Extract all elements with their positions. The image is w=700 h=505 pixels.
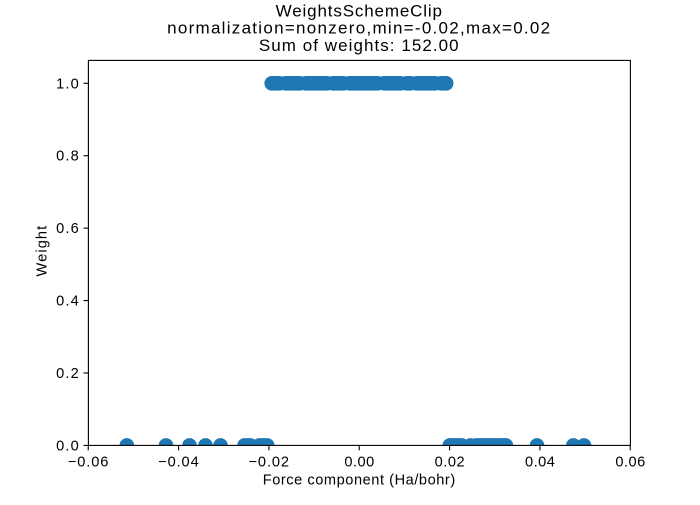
- svg-text:0.06: 0.06: [615, 455, 645, 471]
- svg-text:0.00: 0.00: [344, 455, 374, 471]
- svg-text:0.6: 0.6: [56, 221, 80, 237]
- svg-text:0.0: 0.0: [56, 438, 80, 454]
- svg-text:0.04: 0.04: [525, 455, 555, 471]
- svg-text:−0.06: −0.06: [68, 455, 109, 471]
- svg-text:0.02: 0.02: [435, 455, 465, 471]
- svg-text:−0.04: −0.04: [158, 455, 199, 471]
- svg-text:1.0: 1.0: [56, 76, 80, 92]
- svg-text:0.2: 0.2: [56, 366, 80, 382]
- svg-text:WeightsSchemeClip: WeightsSchemeClip: [276, 2, 443, 21]
- svg-text:Force component (Ha/bohr): Force component (Ha/bohr): [263, 473, 456, 489]
- svg-text:0.8: 0.8: [56, 149, 80, 165]
- svg-text:Weight: Weight: [34, 225, 50, 277]
- svg-text:−0.02: −0.02: [249, 455, 290, 471]
- svg-text:normalization=nonzero,min=-0.0: normalization=nonzero,min=-0.02,max=0.02: [167, 18, 551, 37]
- svg-text:0.4: 0.4: [56, 294, 80, 310]
- svg-text:Sum of weights: 152.00: Sum of weights: 152.00: [259, 36, 460, 55]
